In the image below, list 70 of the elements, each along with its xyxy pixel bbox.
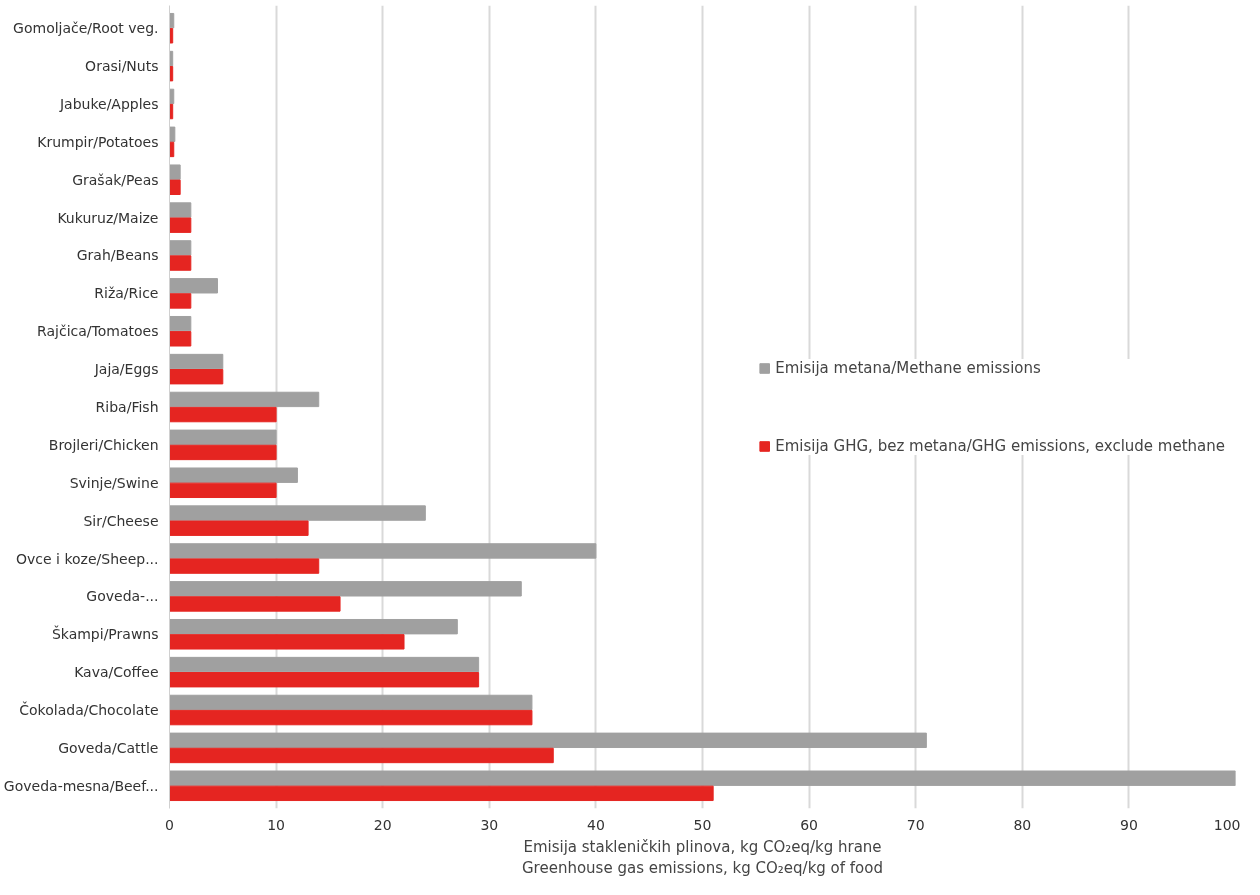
y-tick-label: Riža/Rice bbox=[94, 285, 159, 302]
bar bbox=[169, 634, 405, 650]
bar bbox=[169, 732, 927, 749]
bar bbox=[169, 293, 192, 309]
bar bbox=[169, 202, 192, 218]
bar bbox=[169, 558, 320, 574]
bar bbox=[169, 353, 224, 370]
bar bbox=[169, 444, 277, 461]
bar bbox=[169, 785, 714, 802]
x-tick-label: 0 bbox=[165, 816, 174, 833]
bar bbox=[169, 255, 192, 271]
bar bbox=[169, 543, 597, 559]
bar bbox=[169, 406, 277, 423]
bar bbox=[169, 391, 320, 408]
x-tick-label: 60 bbox=[800, 816, 819, 833]
y-tick-label: Gomoljače/Root veg. bbox=[13, 20, 159, 37]
bar bbox=[169, 596, 341, 612]
bar bbox=[169, 709, 533, 726]
bar bbox=[169, 694, 533, 711]
bar bbox=[169, 656, 480, 673]
x-tick-label: 50 bbox=[693, 816, 712, 833]
x-tick-label: 30 bbox=[480, 816, 499, 833]
bar bbox=[169, 369, 224, 385]
x-tick-label: 40 bbox=[586, 816, 605, 833]
bar bbox=[169, 179, 181, 196]
legend-label: Emisija metana/Methane emissions bbox=[775, 358, 1041, 377]
bar bbox=[169, 164, 181, 180]
bar bbox=[169, 278, 218, 294]
bar bbox=[169, 505, 426, 521]
y-tick-label: Krumpir/Potatoes bbox=[37, 133, 159, 150]
y-tick-label: Grašak/Peas bbox=[72, 171, 159, 188]
y-tick-label: Svinje/Swine bbox=[69, 474, 159, 491]
x-tick-label: 80 bbox=[1013, 816, 1032, 833]
bar bbox=[169, 672, 480, 688]
x-tick-label: 20 bbox=[373, 816, 392, 833]
bar bbox=[169, 217, 192, 233]
bar bbox=[169, 467, 298, 483]
y-tick-label: Jabuke/Apples bbox=[58, 95, 159, 112]
y-tick-label: Grah/Beans bbox=[76, 247, 159, 264]
x-axis-title: Emisija stakleničkih plinova, kg CO₂eq/kg hrane Greenhouse gas emissions, kg CO₂eq/kg of food bbox=[522, 837, 883, 878]
bar bbox=[169, 520, 309, 536]
y-tick-label: Čokolada/Chocolate bbox=[19, 701, 159, 719]
bar bbox=[169, 581, 522, 597]
x-tick-label: 10 bbox=[267, 816, 286, 833]
y-tick-label: Kava/Coffee bbox=[74, 664, 159, 681]
y-tick-label: Riba/Fish bbox=[95, 399, 159, 415]
y-tick-label: Škampi/Prawns bbox=[51, 625, 159, 643]
y-tick-label: Goveda-mesna/Beef... bbox=[3, 777, 159, 794]
bar bbox=[169, 618, 458, 635]
bar bbox=[169, 240, 192, 256]
bar bbox=[169, 331, 192, 347]
bar bbox=[169, 482, 277, 499]
y-tick-label: Kukuruz/Maize bbox=[57, 209, 159, 226]
bar bbox=[169, 429, 277, 445]
x-tick-label: 90 bbox=[1119, 816, 1138, 833]
bar bbox=[169, 747, 554, 764]
y-tick-label: Ovce i koze/Sheep... bbox=[16, 550, 159, 567]
y-tick-label: Sir/Cheese bbox=[83, 512, 159, 529]
bar bbox=[169, 315, 192, 332]
y-tick-label: Jaja/Eggs bbox=[93, 361, 159, 378]
x-tick-label: 100 bbox=[1213, 816, 1241, 833]
y-tick-label: Brojleri/Chicken bbox=[48, 436, 159, 453]
legend-label: Emisija GHG, bez metana/GHG emissions, exclude methane bbox=[775, 436, 1225, 455]
bar bbox=[169, 770, 1236, 786]
x-tick-label: 70 bbox=[906, 816, 925, 833]
y-tick-label: Goveda-... bbox=[86, 588, 159, 605]
y-tick-label: Orasi/Nuts bbox=[85, 58, 159, 75]
y-tick-label: Rajčica/Tomatoes bbox=[37, 323, 159, 340]
bar bbox=[169, 126, 176, 142]
y-tick-label: Goveda/Cattle bbox=[58, 739, 159, 756]
